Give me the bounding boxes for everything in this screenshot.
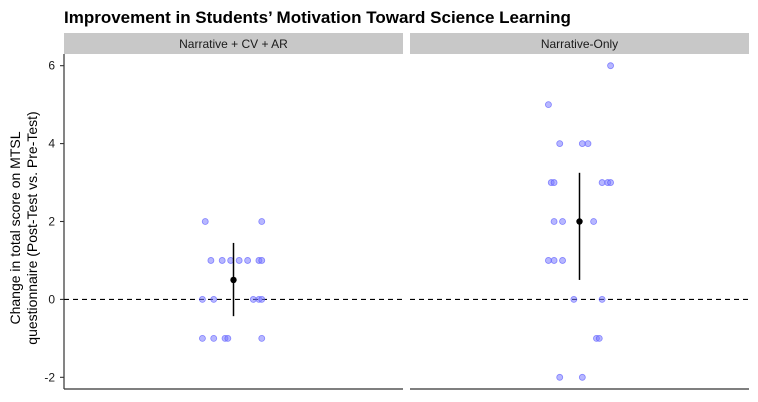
mean-point (230, 276, 237, 284)
data-point (590, 218, 598, 225)
y-tick-label: 2 (48, 215, 55, 229)
data-point (570, 296, 578, 303)
data-point (607, 179, 614, 186)
y-tick-label: 6 (48, 59, 55, 73)
y-axis-title: Change in total score on MTSL questionna… (7, 111, 40, 344)
data-point (210, 296, 218, 303)
facet-panel: Narrative-Only (410, 33, 749, 390)
mean-point (576, 218, 583, 225)
data-point (545, 257, 552, 264)
data-point (598, 179, 606, 186)
data-point (258, 257, 266, 264)
data-point (258, 296, 266, 303)
data-point (598, 296, 606, 303)
data-point (224, 334, 232, 342)
data-point (595, 334, 603, 342)
data-point (258, 334, 266, 342)
data-point (550, 257, 558, 264)
data-point (258, 218, 266, 225)
facet-panel: Narrative + CV + AR (64, 33, 403, 390)
chart-title: Improvement in Students’ Motivation Towa… (64, 8, 571, 27)
data-point (249, 296, 257, 303)
data-point (235, 257, 243, 264)
data-point (559, 257, 566, 264)
data-point (556, 373, 564, 381)
y-axis-title-line-2: questionnaire (Post-Test vs. Pre-Test) (24, 111, 40, 344)
data-point (201, 218, 209, 225)
data-point (578, 140, 586, 147)
data-point (199, 296, 206, 303)
facet-strip-label: Narrative-Only (541, 37, 618, 51)
data-point (545, 101, 552, 109)
data-point (550, 179, 558, 186)
facet-strip (64, 33, 403, 54)
data-point (218, 257, 226, 264)
data-point (556, 140, 564, 147)
facet-strip (410, 33, 749, 54)
y-tick-label: 4 (48, 137, 55, 151)
data-point (578, 373, 586, 381)
y-tick-label: -2 (44, 370, 55, 384)
facet-strip-label: Narrative + CV + AR (179, 37, 288, 51)
data-point (199, 334, 206, 342)
facet-panels: Narrative + CV + AR Narrative-Only (64, 33, 749, 390)
data-point (244, 257, 252, 264)
data-point (550, 218, 558, 225)
data-point (207, 257, 215, 264)
data-point (607, 62, 614, 70)
data-point (584, 140, 592, 147)
y-tick-label: 0 (48, 292, 55, 306)
y-axis: -2 0 2 4 6 (44, 54, 65, 389)
data-point (210, 334, 218, 342)
data-point (559, 218, 566, 225)
y-axis-title-line-1: Change in total score on MTSL (7, 131, 23, 324)
